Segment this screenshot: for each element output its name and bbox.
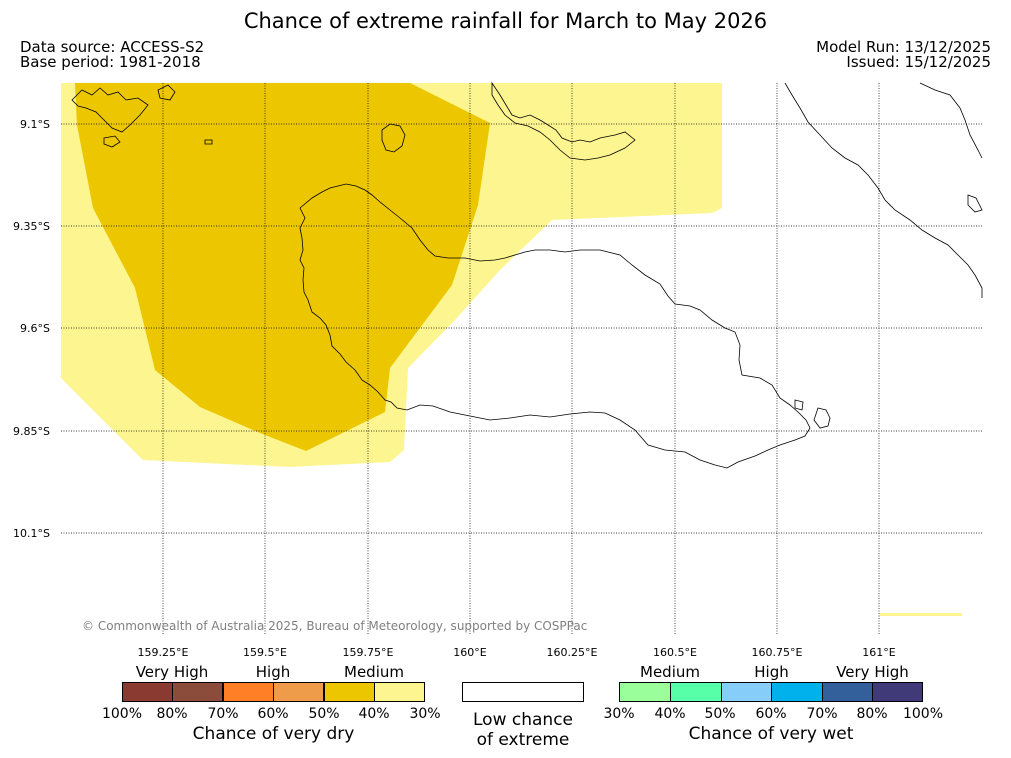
- legend-wet-swatch: [619, 682, 671, 702]
- graticule: [61, 83, 982, 635]
- legend-wet-tick: 60%: [755, 706, 787, 722]
- copyright-notice: © Commonwealth of Australia 2025, Bureau…: [82, 619, 588, 633]
- legend-low-caption-line2: of extreme: [476, 730, 570, 750]
- legend-wet-swatch: [721, 682, 773, 702]
- coastline-marau-islet-2: [794, 399, 804, 411]
- legend-dry-category: Medium: [344, 663, 404, 681]
- lon-label: 161°E: [862, 646, 896, 659]
- coastlines: [71, 81, 983, 469]
- coastline-nggela: [491, 81, 636, 161]
- legend-dry-swatch: [273, 682, 324, 702]
- lat-label: 10.1°S: [13, 527, 50, 540]
- legend-wet-swatch: [771, 682, 823, 702]
- region-medium-dry: [75, 83, 490, 451]
- legend-dry-tick: 80%: [156, 706, 188, 722]
- legend-wet-tick: 100%: [902, 706, 944, 722]
- coastline-russell-2: [157, 84, 176, 101]
- legend-wet-tick: 50%: [704, 706, 736, 722]
- legend-low-caption-line1: Low chance: [473, 710, 573, 730]
- lon-label: 159.25°E: [137, 646, 189, 659]
- legend-dry-swatch: [122, 682, 173, 702]
- legend-wet-caption: Chance of very wet: [688, 724, 854, 744]
- data-source: Data source: ACCESS-S2: [20, 38, 205, 56]
- lon-label: 160.75°E: [751, 646, 803, 659]
- legend-wet-category: Very High: [836, 663, 909, 681]
- legend-wet-tick: 70%: [806, 706, 838, 722]
- legend-dry-swatch: [324, 682, 375, 702]
- legend-low-swatch: [462, 682, 584, 702]
- coastline-russell: [71, 87, 149, 133]
- coastline-marau-islets: [813, 407, 831, 429]
- model-run: Model Run: 13/12/2025: [816, 38, 991, 56]
- legend-wet-category: High: [754, 663, 789, 681]
- legend-dry-category: High: [255, 663, 291, 681]
- legend-wet-swatch: [872, 682, 923, 702]
- legend-dry-tick: 70%: [207, 706, 239, 722]
- legend-wet-category: Medium: [640, 663, 700, 681]
- lat-label: 9.6°S: [20, 322, 50, 335]
- legend-dry-swatch: [223, 682, 274, 702]
- legend-dry-tick: 100%: [101, 706, 143, 722]
- lat-label: 9.35°S: [13, 220, 50, 233]
- lon-label: 160.25°E: [546, 646, 598, 659]
- coastline-islet-2: [103, 135, 121, 148]
- legend-dry-tick: 50%: [308, 706, 340, 722]
- coastline-malaita-islet: [967, 194, 983, 213]
- legend-dry-swatch: [172, 682, 223, 702]
- lat-label: 9.1°S: [20, 118, 50, 131]
- lon-label: 159.5°E: [243, 646, 287, 659]
- map-title: Chance of extreme rainfall for March to …: [243, 9, 768, 33]
- legend-dry-tick: 60%: [257, 706, 289, 722]
- legend-wet-swatch: [670, 682, 722, 702]
- lat-label: 9.85°S: [13, 425, 50, 438]
- legend-dry-tick: 40%: [358, 706, 390, 722]
- legend-wet-swatch: [822, 682, 874, 702]
- legend-dry-caption: Chance of very dry: [192, 724, 355, 744]
- legend-wet-tick: 40%: [654, 706, 686, 722]
- legend-dry-swatch: [374, 682, 425, 702]
- coastline-malaita-north: [919, 82, 983, 159]
- issued-date: Issued: 15/12/2025: [846, 53, 991, 71]
- legend-wet-tick: 80%: [856, 706, 888, 722]
- legend-strip-bottom-right: [880, 613, 962, 616]
- lon-label: 160°E: [453, 646, 487, 659]
- coastline-savo: [381, 123, 406, 153]
- base-period: Base period: 1981-2018: [20, 53, 201, 71]
- legend-wet-tick: 30%: [603, 706, 635, 722]
- legend-dry-category: Very High: [135, 663, 209, 681]
- lon-label: 159.75°E: [342, 646, 394, 659]
- legend-dry-tick: 30%: [409, 706, 441, 722]
- lon-label: 160.5°E: [653, 646, 697, 659]
- coastline-malaita: [784, 82, 983, 298]
- coastline-guadalcanal: [299, 183, 811, 469]
- coastline-islet-1: [204, 139, 213, 145]
